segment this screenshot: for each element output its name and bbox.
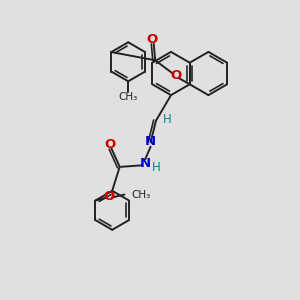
Text: O: O xyxy=(104,138,116,151)
Text: N: N xyxy=(145,135,156,148)
Text: O: O xyxy=(171,69,182,82)
Text: H: H xyxy=(152,161,161,174)
Text: H: H xyxy=(163,112,171,126)
Text: N: N xyxy=(140,157,151,170)
Text: O: O xyxy=(147,33,158,46)
Text: CH₃: CH₃ xyxy=(131,190,151,200)
Text: O: O xyxy=(103,190,114,203)
Text: CH₃: CH₃ xyxy=(118,92,138,102)
